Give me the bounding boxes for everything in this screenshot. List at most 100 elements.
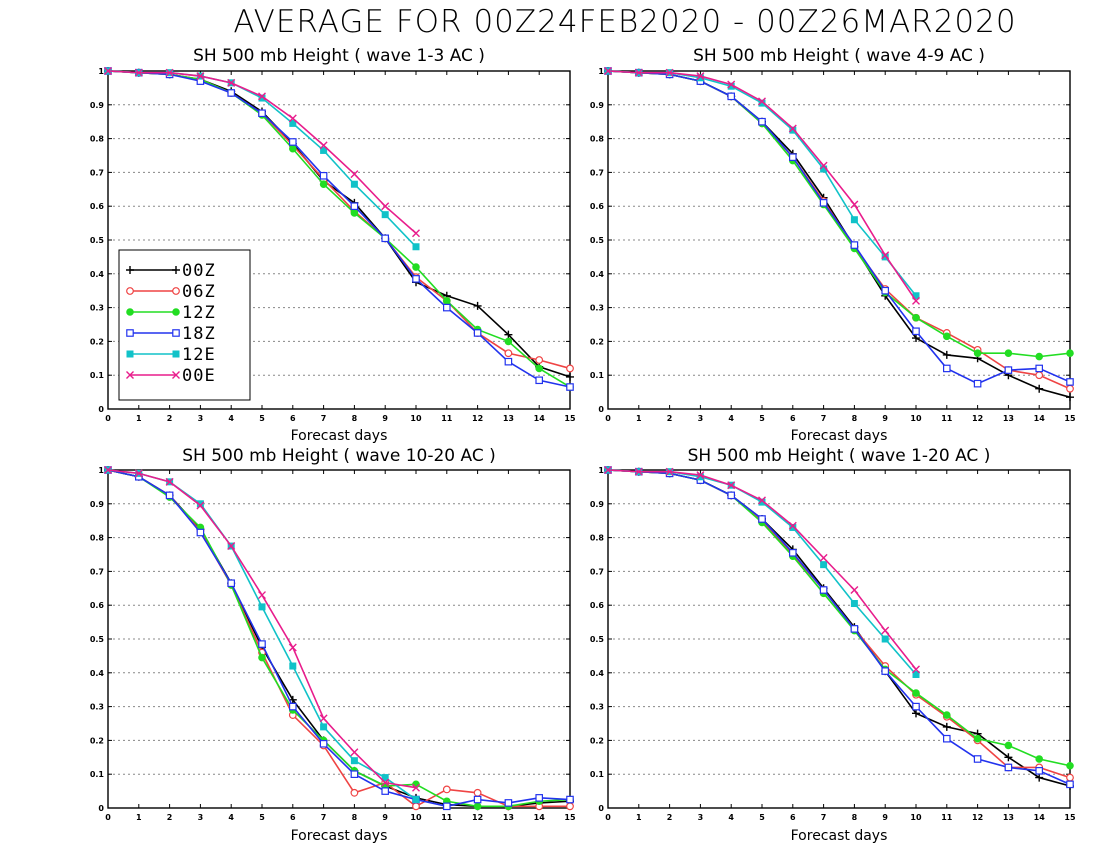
series-line-00Z — [607, 70, 1071, 398]
data-point-18Z — [196, 528, 205, 537]
data-point-12E — [350, 757, 358, 765]
data-point-12Z — [1004, 741, 1013, 750]
data-point-18Z — [912, 327, 920, 336]
x-tick-label: 1 — [136, 414, 142, 423]
data-point-18Z — [443, 303, 451, 312]
x-tick-label: 6 — [790, 813, 796, 822]
y-tick-label: 0.8 — [90, 534, 105, 543]
data-point-18Z — [1066, 378, 1074, 386]
data-point-18Z — [758, 117, 766, 126]
x-tick-label: 12 — [472, 414, 483, 423]
data-point-18Z — [289, 702, 297, 711]
y-tick-label: 0.7 — [90, 168, 104, 177]
data-point-12E — [258, 603, 266, 611]
series-line-18Z — [607, 469, 1071, 786]
legend-marker-18Z — [126, 329, 134, 337]
y-tick-label: 0.1 — [590, 371, 605, 380]
x-tick-label: 4 — [728, 813, 734, 822]
chart-panel-3: 00.10.20.30.40.50.60.70.80.910 1 2 3 4 5 6 7 8 9 1… — [90, 446, 576, 844]
x-tick-label: 1 — [636, 414, 642, 423]
series-18Z — [604, 466, 1074, 789]
y-tick-label: 0.9 — [90, 500, 105, 509]
data-point-00Z — [473, 301, 482, 310]
data-point-12E — [320, 723, 328, 731]
data-point-00E — [850, 200, 859, 209]
y-tick-label: 0.6 — [590, 601, 605, 610]
data-point-00E — [196, 72, 205, 81]
data-point-12E — [881, 635, 889, 643]
x-tick-label: 5 — [259, 813, 265, 822]
data-point-00E — [634, 68, 643, 77]
data-point-00E — [912, 665, 920, 674]
x-tick-label: 0 — [105, 414, 111, 423]
y-tick-label: 0.1 — [590, 770, 605, 779]
data-point-00E — [165, 68, 174, 77]
x-tick-label: 7 — [821, 813, 827, 822]
data-point-18Z — [535, 376, 544, 385]
data-point-18Z — [227, 579, 236, 588]
data-point-00Z — [912, 334, 920, 343]
data-point-18Z — [289, 138, 297, 146]
y-tick-label: 0.5 — [590, 236, 605, 245]
data-point-00E — [727, 481, 736, 490]
data-point-18Z — [258, 109, 266, 118]
data-point-18Z — [443, 802, 451, 811]
series-00E — [604, 67, 920, 305]
data-point-18Z — [788, 549, 797, 557]
series-line-06Z — [607, 469, 1071, 779]
y-tick-label: 0.2 — [90, 337, 104, 346]
data-point-12E — [696, 74, 704, 82]
x-tick-label: 2 — [667, 414, 673, 423]
x-tick-label: 0 — [105, 813, 111, 822]
x-tick-label: 10 — [410, 414, 422, 423]
series-12E — [604, 67, 920, 300]
data-point-12Z — [535, 364, 544, 373]
y-tick-label: 0.9 — [90, 101, 105, 110]
data-point-12E — [289, 662, 297, 670]
data-point-00Z — [1004, 753, 1013, 762]
data-point-00E — [819, 161, 828, 170]
x-tick-label: 13 — [503, 813, 514, 822]
data-point-00E — [258, 591, 266, 600]
y-tick-label: 1 — [98, 67, 104, 76]
y-tick-label: 0 — [98, 804, 104, 813]
series-00E — [104, 466, 420, 792]
x-tick-label: 8 — [852, 414, 858, 423]
data-point-00E — [104, 67, 112, 75]
x-tick-label: 8 — [852, 813, 858, 822]
y-tick-label: 0.4 — [590, 669, 605, 678]
data-point-18Z — [473, 329, 482, 337]
data-point-00E — [350, 170, 359, 179]
data-point-12Z — [258, 653, 266, 662]
data-point-12E — [789, 523, 797, 531]
x-tick-label: 11 — [441, 813, 453, 822]
legend-marker-00E — [126, 371, 134, 379]
series-12Z — [604, 67, 1074, 361]
x-tick-label: 4 — [728, 414, 734, 423]
chart-panel-2: 00.10.20.30.40.50.60.70.80.910 1 2 3 4 5 6 7 8 9 1… — [590, 46, 1076, 444]
y-tick-label: 1 — [98, 466, 104, 475]
data-point-12Z — [504, 337, 513, 346]
x-tick-label: 13 — [1003, 813, 1014, 822]
y-tick-label: 0.6 — [590, 202, 605, 211]
x-tick-label: 9 — [382, 414, 388, 423]
series-00E — [104, 67, 420, 238]
x-tick-label: 0 — [605, 414, 611, 423]
data-point-00E — [850, 585, 859, 594]
y-tick-label: 0.5 — [90, 236, 105, 245]
data-point-06Z — [412, 802, 420, 811]
data-point-12E — [850, 600, 858, 608]
data-point-00E — [665, 68, 674, 77]
series-06Z — [604, 67, 1074, 393]
data-point-18Z — [1066, 780, 1074, 789]
y-tick-label: 0.8 — [90, 135, 105, 144]
legend-item: 12Z — [126, 303, 215, 323]
x-tick-label: 3 — [198, 813, 204, 822]
series-line-12E — [107, 469, 417, 801]
main-title: AVERAGE FOR 00Z24FEB2020 - 00Z26MAR2020 — [233, 4, 1017, 40]
data-point-00E — [134, 469, 143, 478]
panel-title: SH 500 mb Height ( wave 10-20 AC ) — [182, 446, 496, 466]
x-tick-label: 15 — [564, 414, 576, 423]
x-tick-label: 10 — [910, 813, 922, 822]
